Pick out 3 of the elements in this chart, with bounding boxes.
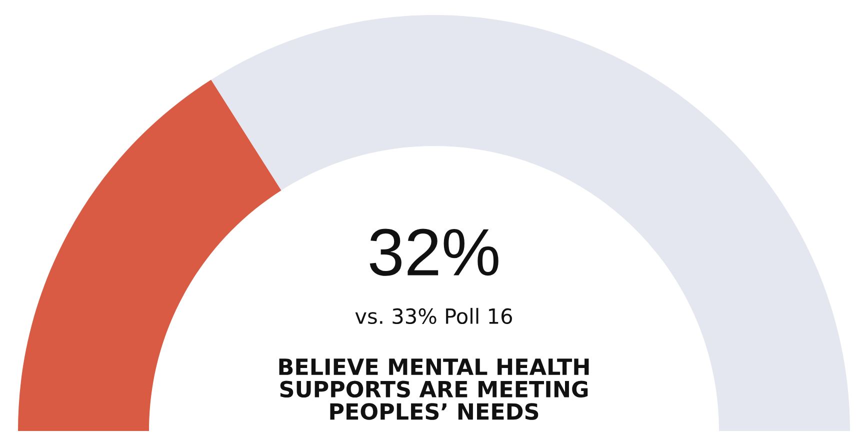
text: vs. 33% Poll 16 — [355, 308, 512, 324]
text: BELIEVE MENTAL HEALTH SUPPORTS ARE MEETING PEOPLES’ NEEDS — [279, 358, 589, 420]
text: 32% — [370, 228, 498, 276]
